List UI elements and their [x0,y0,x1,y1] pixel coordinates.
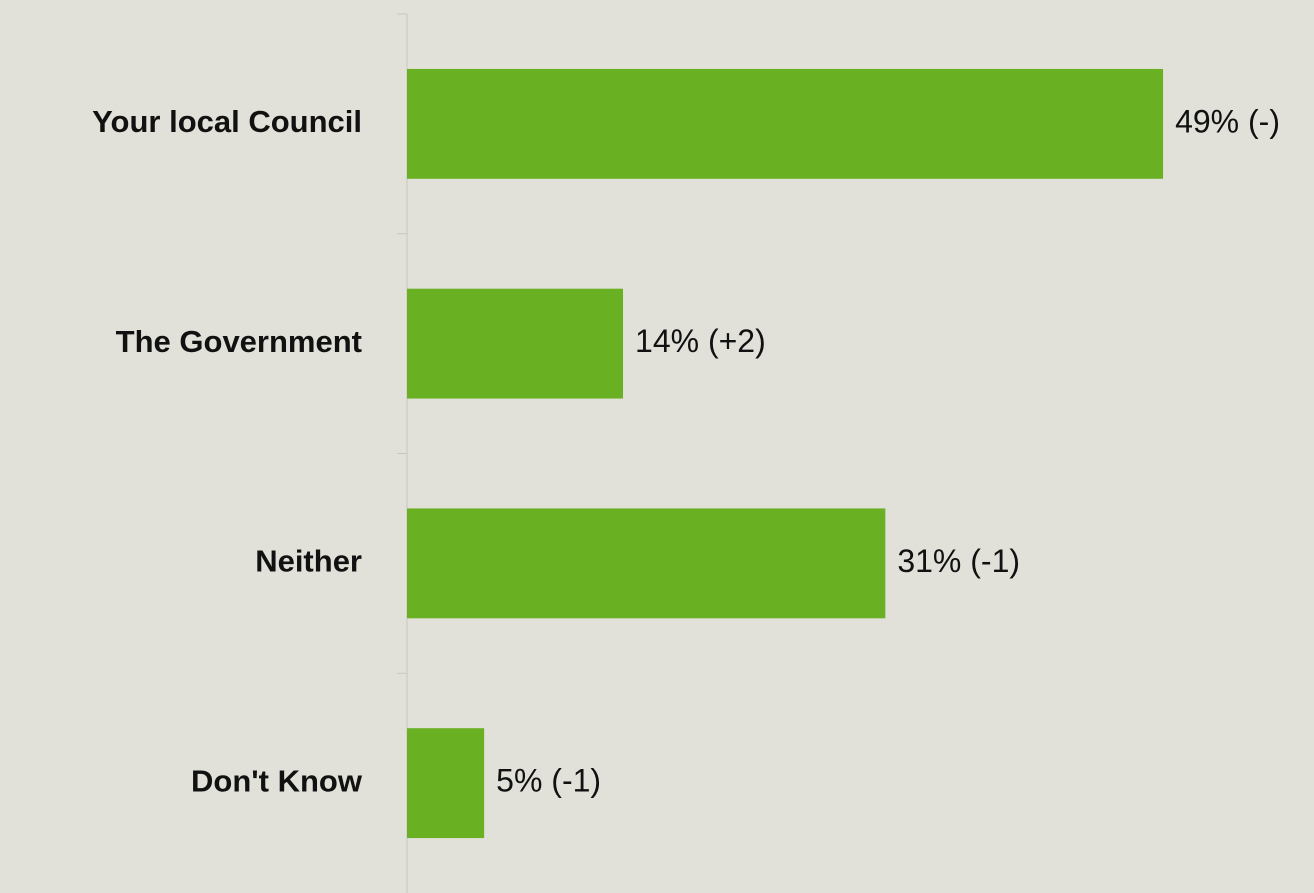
value-label: 31% (-1) [897,543,1020,579]
category-label: Don't Know [191,763,363,798]
bar [407,508,886,619]
value-label: 14% (+2) [635,323,766,359]
value-label: 49% (-) [1175,103,1280,139]
bar [407,288,624,399]
bar [407,68,1164,179]
category-label: Neither [255,544,362,579]
category-label: Your local Council [92,104,362,139]
value-label: 5% (-1) [496,763,601,799]
bar [407,728,485,839]
category-label: The Government [116,324,362,359]
